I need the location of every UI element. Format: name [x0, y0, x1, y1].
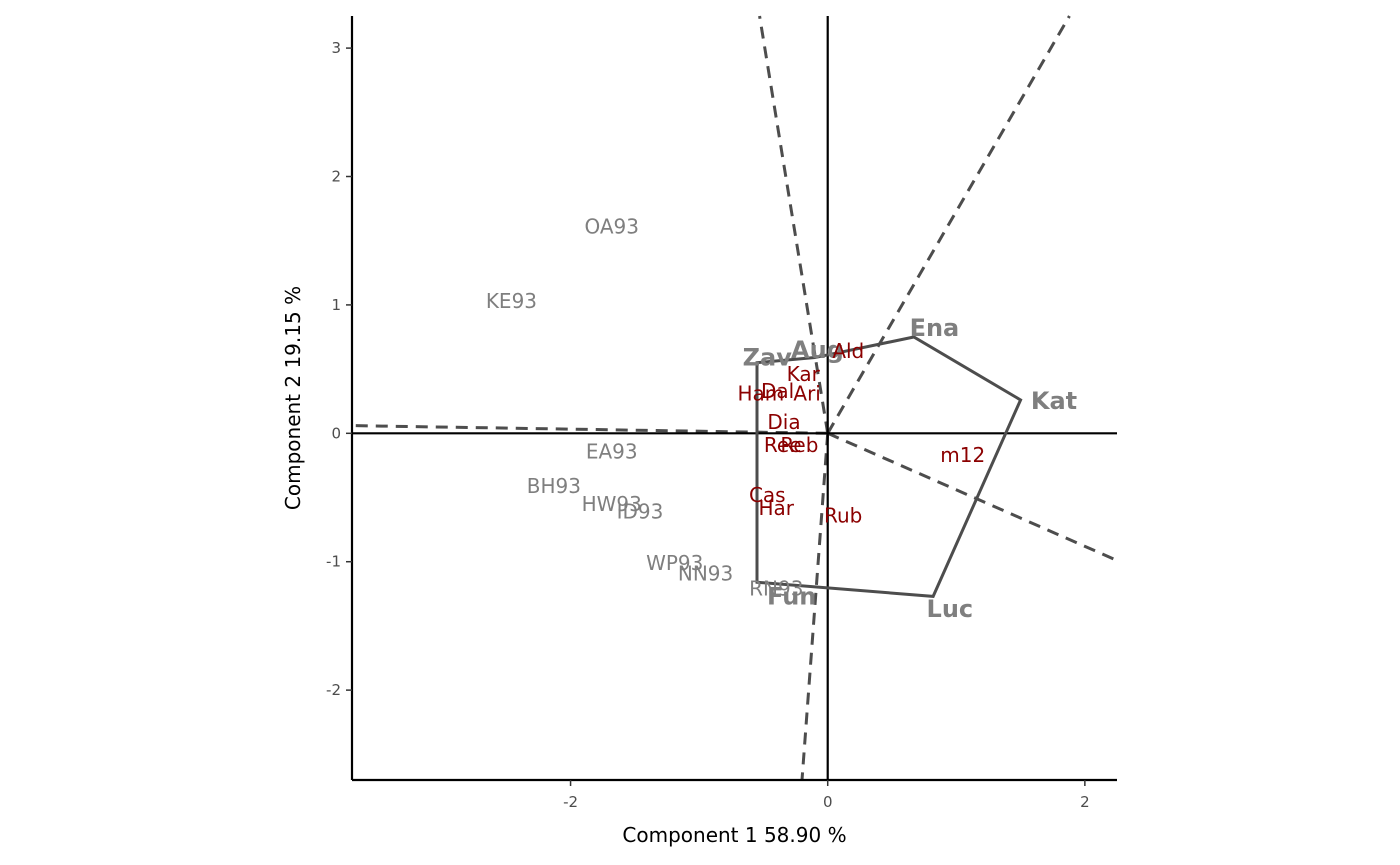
convex-hull-polygon: [755, 335, 1023, 598]
y-tick-label: -1: [326, 553, 341, 571]
vertex-genotype-label: Kat: [1031, 387, 1077, 415]
x-tick-label: -2: [563, 793, 578, 811]
y-tick-label: 1: [331, 296, 341, 314]
genotype-label: Ald: [832, 339, 864, 363]
environment-label: EA93: [586, 439, 638, 463]
vertex-genotype-label: Fun: [767, 582, 816, 610]
environment-label: WP93: [646, 551, 703, 575]
y-tick-label: 2: [331, 168, 341, 186]
genotype-label: Ree: [764, 433, 802, 457]
genotype-label: Ari: [793, 382, 820, 406]
axes: [350, 16, 1117, 782]
sector-ray: [800, 433, 830, 781]
sector-ray: [826, 15, 1071, 435]
environment-label: NN93: [678, 561, 733, 585]
y-tick-label: -2: [326, 681, 341, 699]
x-axis-title: Component 1 58.90 %: [622, 823, 846, 847]
genotype-label: Dal: [761, 379, 794, 403]
axis-ticks: -2 0 2 -2 -1 0 1 2 3: [326, 39, 1090, 811]
sector-ray: [758, 15, 830, 434]
environment-label: KE93: [486, 289, 537, 313]
y-axis-title: Component 2 19.15 %: [281, 286, 305, 510]
environment-label: HW93: [582, 492, 642, 516]
genotype-label: Rub: [824, 503, 862, 527]
environment-label: RN93: [749, 577, 803, 601]
vertex-genotype-label: Ena: [910, 314, 960, 342]
x-tick-label: 2: [1080, 793, 1090, 811]
environment-label: ID93: [617, 500, 664, 524]
genotype-label: m12: [940, 443, 985, 467]
polygon-layer: [755, 335, 1023, 598]
genotype-label: Dia: [767, 410, 800, 434]
genotype-label: Cas: [749, 483, 786, 507]
sector-rays: [351, 15, 1118, 781]
y-tick-label: 0: [331, 424, 341, 442]
y-tick-label: 3: [331, 39, 341, 57]
genotype-label: Har: [759, 496, 795, 520]
genotype-label: Reb: [780, 433, 818, 457]
vertex-genotype-label: Luc: [927, 595, 974, 623]
environment-label: BH93: [527, 474, 581, 498]
x-tick-label: 0: [823, 793, 833, 811]
vertex-genotype-label: Zav: [743, 344, 793, 372]
environment-label: OA93: [584, 215, 639, 239]
vertex-genotype-label: Aug: [791, 336, 844, 364]
genotype-label: Kar: [787, 362, 821, 386]
genotype-label: Ham: [737, 382, 784, 406]
sector-ray: [827, 431, 1118, 562]
